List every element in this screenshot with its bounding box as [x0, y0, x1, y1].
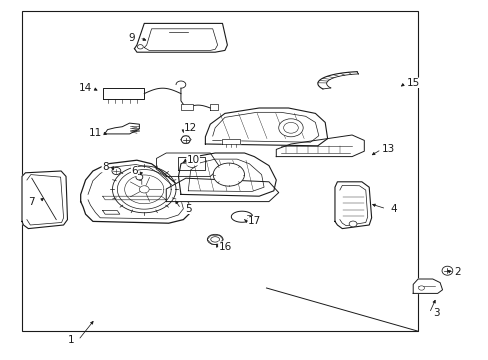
- Text: 12: 12: [183, 123, 197, 133]
- Text: 7: 7: [28, 197, 35, 207]
- Text: 14: 14: [79, 83, 92, 93]
- Polygon shape: [105, 123, 139, 134]
- Text: 6: 6: [131, 166, 138, 176]
- Bar: [181, 104, 193, 110]
- Circle shape: [213, 163, 244, 186]
- Ellipse shape: [441, 266, 452, 275]
- Polygon shape: [22, 171, 67, 229]
- Circle shape: [186, 159, 198, 167]
- Ellipse shape: [137, 45, 143, 49]
- Circle shape: [348, 221, 356, 227]
- Ellipse shape: [207, 234, 223, 244]
- Polygon shape: [178, 157, 205, 170]
- Ellipse shape: [112, 167, 121, 175]
- Text: 8: 8: [102, 162, 108, 172]
- Text: 5: 5: [184, 204, 191, 214]
- Text: 4: 4: [389, 204, 396, 214]
- Polygon shape: [102, 88, 144, 99]
- Text: 1: 1: [67, 335, 74, 345]
- Circle shape: [283, 122, 298, 133]
- Text: 16: 16: [218, 242, 231, 252]
- Ellipse shape: [210, 237, 219, 242]
- Circle shape: [418, 286, 424, 290]
- Text: 2: 2: [453, 267, 460, 277]
- Circle shape: [139, 186, 149, 193]
- Polygon shape: [222, 139, 239, 144]
- Text: 17: 17: [247, 216, 261, 226]
- Bar: [22, 11, 417, 331]
- Text: 15: 15: [406, 78, 419, 88]
- Polygon shape: [81, 160, 190, 223]
- Ellipse shape: [181, 136, 190, 144]
- Text: 10: 10: [186, 155, 199, 165]
- Text: 13: 13: [381, 144, 395, 154]
- Polygon shape: [178, 153, 276, 196]
- Polygon shape: [166, 178, 278, 202]
- Polygon shape: [134, 23, 227, 52]
- Polygon shape: [412, 279, 442, 293]
- Text: 3: 3: [432, 308, 439, 318]
- Polygon shape: [276, 135, 364, 157]
- Text: 11: 11: [88, 128, 102, 138]
- Polygon shape: [144, 29, 217, 50]
- Polygon shape: [334, 182, 371, 229]
- Polygon shape: [205, 108, 327, 146]
- Text: 9: 9: [128, 33, 135, 43]
- Circle shape: [278, 119, 303, 137]
- Ellipse shape: [136, 174, 142, 180]
